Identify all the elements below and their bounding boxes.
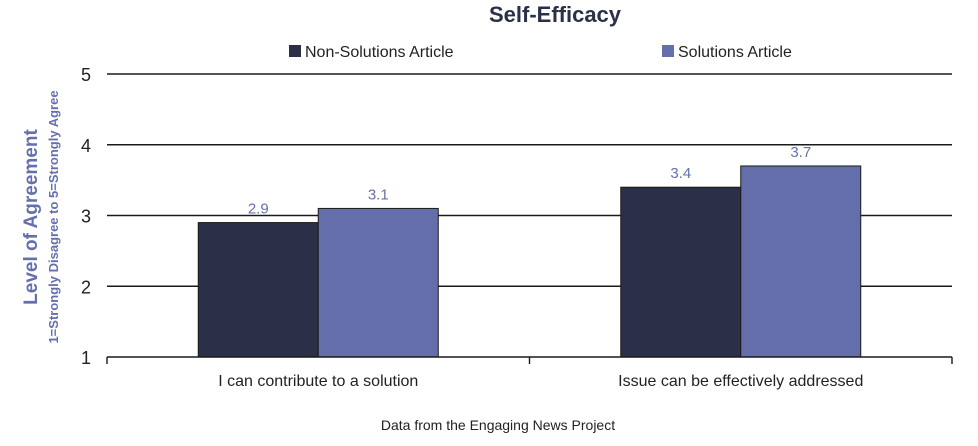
bar-non-solutions-1 — [620, 186, 742, 358]
data-label-non-solutions-1: 3.4 — [670, 165, 691, 182]
x-category-label-1: Issue can be effectively addressed — [618, 373, 863, 390]
legend-label-solutions: Solutions Article — [678, 44, 792, 61]
data-label-solutions-1: 3.7 — [790, 144, 811, 161]
bar-solutions-0 — [317, 207, 439, 358]
y-tick-label-5: 5 — [81, 65, 91, 85]
bar-solutions-1 — [740, 165, 862, 358]
y-tick-label-2: 2 — [81, 277, 91, 297]
y-tick-label-4: 4 — [81, 136, 91, 156]
legend-swatch-solutions — [662, 45, 674, 57]
chart-title: Self-Efficacy — [489, 2, 622, 27]
chart-caption: Data from the Engaging News Project — [381, 417, 615, 433]
y-tick-label-3: 3 — [81, 207, 91, 227]
x-category-label-0: I can contribute to a solution — [218, 373, 418, 390]
y-tick-label-1: 1 — [81, 348, 91, 368]
legend-swatch-non-solutions — [289, 45, 301, 57]
y-axis-sublabel: 1=Strongly Disagree to 5=Strongly Agree — [46, 90, 61, 343]
data-label-solutions-0: 3.1 — [368, 186, 389, 203]
y-axis-label: Level of Agreement — [21, 129, 42, 305]
legend-label-non-solutions: Non-Solutions Article — [305, 44, 454, 61]
data-label-non-solutions-0: 2.9 — [248, 201, 269, 218]
bar-non-solutions-0 — [197, 222, 319, 358]
